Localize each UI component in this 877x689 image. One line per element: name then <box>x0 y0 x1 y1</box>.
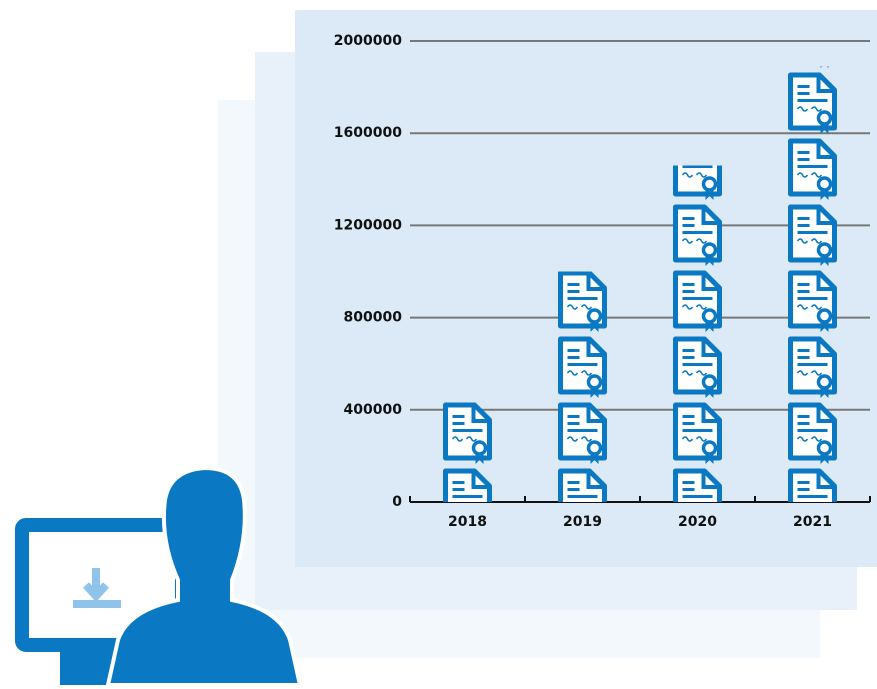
y-tick-label: 1200000 <box>334 217 402 233</box>
x-tick-label: 2018 <box>448 514 487 530</box>
plot: 0 400000 800000 1200000 1600000 2000000 2018 20… <box>334 33 871 530</box>
x-tick-label: 2021 <box>793 514 832 530</box>
y-tick-label: 400000 <box>344 402 403 418</box>
y-tick-label: 1600000 <box>334 125 402 141</box>
y-tick-label: 800000 <box>344 310 403 326</box>
x-tick-label: 2020 <box>678 514 717 530</box>
user-illustration <box>15 465 303 687</box>
y-tick-label: 2000000 <box>334 33 402 49</box>
y-tick-label: 0 <box>392 494 402 510</box>
x-tick-label: 2019 <box>563 514 602 530</box>
